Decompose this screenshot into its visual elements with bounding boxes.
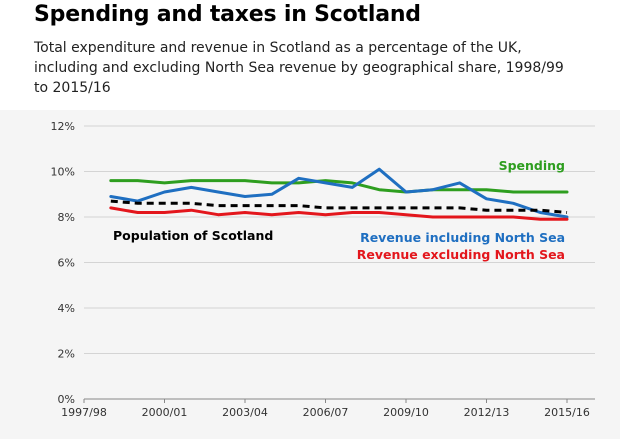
y-tick-label: 4% — [58, 302, 75, 315]
y-tick-label: 12% — [51, 120, 75, 133]
series-label-spending: Spending — [499, 158, 565, 173]
series-line-spending — [109, 179, 569, 194]
x-tick-label: 2006/07 — [303, 406, 349, 419]
x-tick-label: 1997/98 — [61, 406, 107, 419]
chart-title: Spending and taxes in Scotland — [34, 2, 421, 27]
y-tick-label: 6% — [58, 257, 75, 270]
x-tick-label: 2000/01 — [142, 406, 188, 419]
y-tick-label: 8% — [58, 211, 75, 224]
line-chart: 0% 2% 4% 6% 8% 10% 12% 1997/98 2000/01 2003/04 200… — [51, 120, 595, 419]
series-line-population-of-scotland — [110, 199, 568, 214]
y-tick-label: 10% — [51, 166, 75, 179]
x-tick-label: 2012/13 — [464, 406, 510, 419]
y-tick-label: 0% — [58, 393, 75, 406]
series-label-revenue-excluding-north-sea: Revenue excluding North Sea — [357, 247, 565, 262]
series-label-population-of-scotland: Population of Scotland — [113, 228, 273, 243]
chart-subtitle: Total expenditure and revenue in Scotlan… — [34, 40, 564, 96]
chart-panel: 0% 2% 4% 6% 8% 10% 12% 1997/98 2000/01 2003/04 200… — [0, 110, 620, 439]
x-tick-label: 2009/10 — [383, 406, 429, 419]
series-line-revenue-including-north-sea — [109, 167, 569, 219]
x-tick-label: 2003/04 — [222, 406, 268, 419]
series-line-revenue-excluding-north-sea — [109, 206, 569, 221]
x-tick-label: 2015/16 — [544, 406, 590, 419]
series-label-revenue-including-north-sea: Revenue including North Sea — [360, 230, 565, 245]
y-tick-label: 2% — [58, 348, 75, 361]
